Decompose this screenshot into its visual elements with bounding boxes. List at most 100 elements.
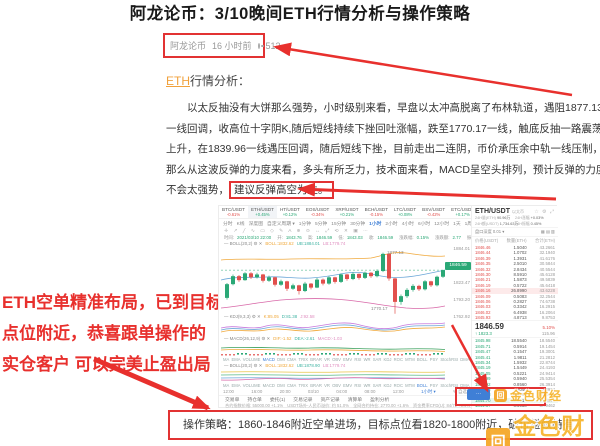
orderbook-ask-row[interactable]: 1846.09 0.5083 32.2544 bbox=[475, 293, 556, 299]
pair-tab-EOS/USDT[interactable]: EOS/USDT -0.34% bbox=[305, 207, 330, 217]
period-button-1小时[interactable]: 1小时 bbox=[369, 222, 382, 227]
indicator-tab-BOLL[interactable]: BOLL bbox=[416, 357, 428, 362]
indicator-tab-BRAR[interactable]: BRAR bbox=[310, 357, 322, 362]
orderbook-ask-row[interactable]: 1846.21 1.5873 49.5839 bbox=[475, 277, 556, 283]
indicator-tab-VR[interactable]: VR bbox=[324, 357, 330, 362]
chart-mode-button[interactable]: 分时 bbox=[223, 222, 233, 227]
depth-selector[interactable]: 盘口深度 0.01 ▾ ▦ ▤ ▥ bbox=[472, 227, 558, 237]
indicator-tab-TRIX[interactable]: TRIX bbox=[298, 357, 309, 362]
time-tick: 12:00 bbox=[392, 389, 404, 394]
indicator-tab-BOLL[interactable]: BOLL bbox=[416, 383, 428, 388]
orderbook-ask-row[interactable]: 1846.46 1.5040 43.2661 bbox=[475, 245, 556, 250]
indicator-tab-ROC[interactable]: ROC bbox=[393, 357, 403, 362]
indicator-tab-RSI[interactable]: RSI bbox=[354, 383, 362, 388]
indicator-tab-MACD[interactable]: MACD bbox=[262, 383, 275, 388]
indicator-tab-StochRSI[interactable]: StochRSI bbox=[440, 383, 459, 388]
indicator-tab-EMV[interactable]: EMV bbox=[343, 383, 353, 388]
orderbook-ask-row[interactable]: 1846.32 2.8434 40.5544 bbox=[475, 266, 556, 272]
period-button-5分钟[interactable]: 5分钟 bbox=[315, 222, 328, 227]
indicator-tab-WR[interactable]: WR bbox=[363, 357, 371, 362]
indicator-tab-DMI[interactable]: DMI bbox=[277, 383, 285, 388]
period-button-12小时[interactable]: 12小时 bbox=[434, 222, 450, 227]
indicator-tab-WR[interactable]: WR bbox=[363, 383, 371, 388]
period-button-30分钟[interactable]: 30分钟 bbox=[350, 222, 366, 227]
indicator-tab-KDJ[interactable]: KDJ bbox=[383, 357, 392, 362]
pair-tab-XRP/USDT[interactable]: XRP/USDT +0.21% bbox=[335, 207, 359, 217]
indicator-tab-EMA[interactable]: EMA bbox=[231, 383, 241, 388]
indicator-tab-DMA[interactable]: DMA bbox=[460, 357, 470, 362]
indicator-tab-EMV[interactable]: EMV bbox=[343, 357, 353, 362]
bottom-menu-item[interactable]: 清算单 bbox=[347, 398, 363, 403]
period-button-1周[interactable]: 1周 bbox=[464, 222, 471, 227]
indicator-tab-PSY[interactable]: PSY bbox=[429, 383, 439, 388]
watermark-big: 回 金色财经 bbox=[486, 407, 600, 446]
axis-options[interactable]: % 自选 bbox=[453, 389, 467, 394]
indicator-tab-RSI[interactable]: RSI bbox=[354, 357, 362, 362]
orderbook-ask-row[interactable]: 1846.35 2.5010 30.5844 bbox=[475, 261, 556, 267]
chart-mode-button[interactable]: 深度图 bbox=[248, 222, 264, 227]
depth-view-icons[interactable]: ▦ ▤ ▥ bbox=[540, 229, 555, 234]
bottom-menu-item[interactable]: 交易单 bbox=[225, 398, 240, 403]
indicator-tab-OBV[interactable]: OBV bbox=[332, 383, 341, 388]
bottom-menu-item[interactable]: 交易记录 bbox=[293, 398, 313, 403]
indicator-tab-MTM[interactable]: MTM bbox=[405, 383, 415, 388]
orderbook-ask-row[interactable]: 1846.19 0.5722 45.6418 bbox=[475, 282, 556, 288]
pair-tab-ETC/USDT[interactable]: ETC/USDT+0.17% bbox=[451, 207, 471, 217]
indicator-tab-MACD[interactable]: MACD bbox=[262, 357, 275, 362]
period-button-2小时[interactable]: 2小时 bbox=[385, 222, 398, 227]
period-button-6小时[interactable]: 6小时 bbox=[417, 222, 431, 227]
period-button-1分钟[interactable]: 1分钟 bbox=[298, 222, 312, 227]
indicator-tab-SAR[interactable]: SAR bbox=[372, 357, 382, 362]
orderbook-ask-row[interactable]: 1846.30 8.5910 45.6128 bbox=[475, 271, 556, 277]
indicator-tab-EMA[interactable]: EMA bbox=[231, 357, 241, 362]
indicator-tab-MA[interactable]: MA bbox=[223, 383, 230, 388]
period-button-4小时[interactable]: 4小时 bbox=[401, 222, 414, 227]
orderbook-bid-row[interactable]: 1844.70 22.8510 51.2524 bbox=[472, 397, 558, 404]
bottom-menu-item[interactable]: 资产记录 bbox=[320, 398, 340, 403]
orderbook-ask-row[interactable]: 1846.16 26.8990 43.6228 bbox=[472, 288, 558, 294]
indicator-tab-TRIX[interactable]: TRIX bbox=[298, 383, 309, 388]
mini-button[interactable]: ··· bbox=[467, 389, 490, 400]
indicator-tab-CMA[interactable]: CMA bbox=[287, 357, 297, 362]
byline-box: 阿龙论币 16 小时前 512 bbox=[163, 33, 281, 58]
author-link[interactable]: 阿龙论币 bbox=[170, 41, 207, 51]
page-title: 阿龙论币：3/10晚间ETH行情分析与操作策略 bbox=[129, 5, 471, 23]
indicator-tab-MA[interactable]: MA bbox=[223, 357, 230, 362]
bottom-menu-item[interactable]: 盈利分析 bbox=[370, 398, 390, 403]
indicator-tab-BRAR[interactable]: BRAR bbox=[310, 383, 322, 388]
chart-mode-button[interactable]: 自定义周期 ▾ bbox=[267, 222, 295, 227]
orderbook-ask-row[interactable]: 1846.06 0.2827 74.6738 bbox=[475, 298, 556, 304]
pair-tab-BSV/USDT[interactable]: BSV/USDT -0.42% bbox=[422, 207, 446, 217]
timeframe-quick-select[interactable]: 1小时 ▾ bbox=[421, 389, 436, 394]
orderbook-ask-row[interactable]: 1846.03 0.3342 16.2915 bbox=[475, 304, 556, 310]
orderbook-header-icons[interactable]: ☆ ⚙ ⤢ bbox=[534, 208, 555, 215]
pair-tab-LTC/USDT[interactable]: LTC/USDT +0.08% bbox=[394, 207, 417, 217]
orderbook-ask-row[interactable]: 1846.02 6.4938 16.2064 bbox=[475, 309, 556, 315]
pair-tab-ETH/USDT[interactable]: ETH/USDT +0.45% bbox=[247, 206, 277, 218]
orderbook-ask-row[interactable]: 1846.44 1.0702 32.1940 bbox=[475, 250, 556, 256]
pair-tab-HT/USDT[interactable]: HT/USDT +0.12% bbox=[279, 207, 300, 217]
indicator-tab-OBV[interactable]: OBV bbox=[332, 357, 341, 362]
period-button-1天[interactable]: 1天 bbox=[453, 222, 461, 227]
period-button-15分钟[interactable]: 15分钟 bbox=[331, 222, 347, 227]
bottom-menu-item[interactable]: 持仓单 bbox=[247, 398, 262, 403]
pair-tab-BCH/USDT[interactable]: BCH/USDT -0.15% bbox=[364, 207, 389, 217]
eth-tag-link[interactable]: ETH bbox=[166, 74, 190, 88]
indicator-tab-VOLUME[interactable]: VOLUME bbox=[242, 383, 261, 388]
bottom-menu-item[interactable]: 委托(1) bbox=[269, 398, 286, 403]
orderbook-ask-row[interactable]: 1846.39 1.3931 41.6176 bbox=[475, 255, 556, 261]
chart-mode-button[interactable]: K线 bbox=[236, 222, 245, 227]
pair-tab-BTC/USDT[interactable]: BTC/USDT -0.61% bbox=[222, 207, 245, 217]
indicator-tab-SAR[interactable]: SAR bbox=[372, 383, 382, 388]
indicator-tab-ROC[interactable]: ROC bbox=[393, 383, 403, 388]
indicator-tab-PSY[interactable]: PSY bbox=[429, 357, 439, 362]
indicator-tab-MTM[interactable]: MTM bbox=[405, 357, 415, 362]
indicator-tab-StochRSI[interactable]: StochRSI bbox=[440, 357, 459, 362]
orderbook-header: ETH/USDT 以太币 ☆ ⚙ ⤢ bbox=[472, 206, 558, 216]
indicator-tab-CMA[interactable]: CMA bbox=[287, 383, 297, 388]
indicator-tab-DMI[interactable]: DMI bbox=[277, 357, 285, 362]
orderbook-ask-row[interactable]: 1845.93 4.8713 9.8753 bbox=[475, 315, 556, 321]
indicator-tab-VR[interactable]: VR bbox=[324, 383, 330, 388]
indicator-tab-KDJ[interactable]: KDJ bbox=[383, 383, 392, 388]
indicator-tab-VOLUME[interactable]: VOLUME bbox=[242, 357, 261, 362]
